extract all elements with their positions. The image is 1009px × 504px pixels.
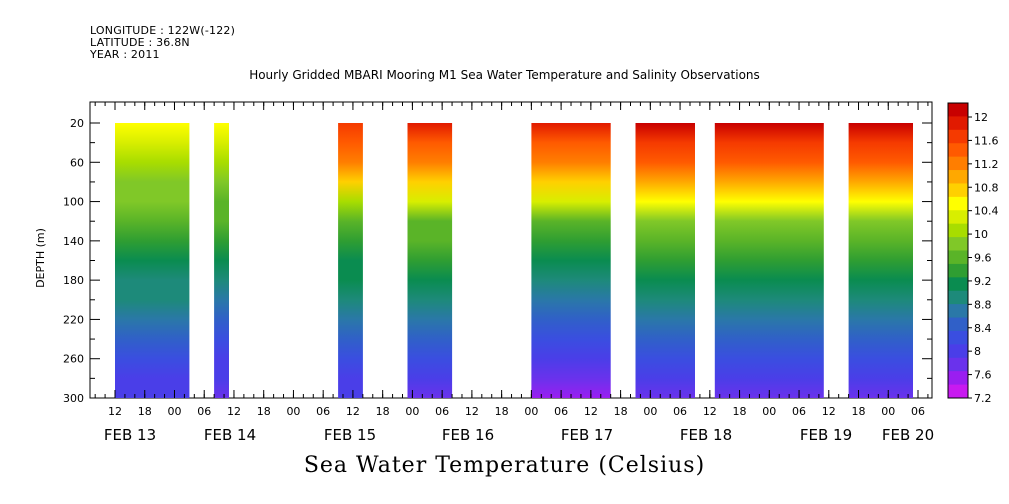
data-segment	[338, 123, 363, 398]
x-date-label: FEB 17	[561, 426, 613, 444]
x-tick-label: 18	[376, 405, 390, 418]
colorbar-label: 12	[974, 111, 988, 124]
colorbar-band	[948, 143, 968, 158]
colorbar-band	[948, 290, 968, 305]
x-tick-label: 18	[257, 405, 271, 418]
colorbar-label: 7.2	[974, 392, 992, 405]
x-tick-label: 12	[822, 405, 836, 418]
colorbar-band	[948, 237, 968, 251]
y-tick-label: 20	[70, 117, 84, 130]
colorbar-band	[948, 263, 968, 278]
y-tick-label: 180	[63, 274, 84, 287]
y-tick-label: 260	[63, 353, 84, 366]
x-date-label: FEB 16	[442, 426, 494, 444]
x-tick-label: 18	[733, 405, 747, 418]
x-date-label: FEB 18	[680, 426, 732, 444]
x-tick-label: 00	[167, 405, 181, 418]
data-segment	[635, 123, 695, 398]
x-tick-label: 12	[346, 405, 360, 418]
x-tick-label: 06	[792, 405, 806, 418]
y-tick-label: 300	[63, 392, 84, 405]
x-tick-label: 06	[554, 405, 568, 418]
x-date-label: FEB 13	[104, 426, 156, 444]
x-date-label: FEB 15	[324, 426, 376, 444]
colorbar-band	[948, 357, 968, 372]
colorbar-band	[948, 317, 968, 332]
x-tick-label: 06	[911, 405, 925, 418]
x-tick-label: 12	[108, 405, 122, 418]
colorbar-frame	[947, 102, 969, 399]
y-tick-label: 140	[63, 235, 84, 248]
y-tick-label: 100	[63, 196, 84, 209]
chart-title: Hourly Gridded MBARI Mooring M1 Sea Wate…	[249, 68, 760, 82]
colorbar-label: 11.6	[974, 134, 999, 147]
data-segment	[407, 123, 453, 398]
x-tick-label: 12	[584, 405, 598, 418]
colorbar-band	[948, 196, 968, 211]
colorbar-label: 11.2	[974, 158, 999, 171]
colorbar-band	[948, 103, 968, 117]
colorbar-label: 10.4	[974, 205, 999, 218]
x-tick-label: 06	[435, 405, 449, 418]
colorbar-title: Sea Water Temperature (Celsius)	[303, 453, 706, 478]
colorbar-label: 9.2	[974, 275, 992, 288]
colorbar-band	[948, 170, 968, 184]
colorbar-band	[948, 223, 968, 238]
longitude-label: LONGITUDE : 122W(-122)	[90, 24, 236, 37]
y-tick-label: 60	[70, 156, 84, 169]
year-label: YEAR : 2011	[90, 48, 160, 61]
x-date-label: FEB 19	[800, 426, 852, 444]
colorbar-band	[948, 344, 968, 359]
x-tick-label: 18	[852, 405, 866, 418]
colorbar-label: 7.6	[974, 369, 992, 382]
x-tick-label: 12	[465, 405, 479, 418]
colorbar-band	[948, 304, 968, 319]
latitude-label: LATITUDE : 36.8N	[90, 36, 190, 49]
x-axis: 12 18 00 06 12 18 00 06 12 18 00 06 12 18 00 06 12 18 00 06…	[94, 102, 934, 444]
colorbar-band	[948, 371, 968, 386]
y-axis: 20 60 100 140 180 220 260 300	[63, 117, 932, 405]
colorbar-band	[948, 129, 968, 144]
data-segments	[115, 123, 913, 398]
data-segment	[531, 123, 611, 398]
data-segment	[115, 123, 190, 398]
colorbar-label: 10	[974, 228, 988, 241]
data-segment	[214, 123, 229, 398]
x-tick-label: 18	[138, 405, 152, 418]
x-date-label: FEB 14	[204, 426, 256, 444]
colorbar-label: 8.8	[974, 298, 992, 311]
data-segment	[714, 123, 824, 398]
x-tick-label: 00	[405, 405, 419, 418]
colorbar-label: 8.4	[974, 322, 992, 335]
x-tick-label: 06	[316, 405, 330, 418]
colorbar: 12 11.6 11.2 10.8 10.4 10 9.6 9.2 8.8 8.4 8 7.6 7.2	[947, 102, 999, 405]
x-tick-label: 12	[703, 405, 717, 418]
colorbar-label: 10.8	[974, 181, 999, 194]
x-tick-label: 00	[881, 405, 895, 418]
x-tick-label: 00	[524, 405, 538, 418]
colorbar-band	[948, 156, 968, 171]
colorbar-band	[948, 277, 968, 292]
x-date-label: FEB 20	[882, 426, 934, 444]
x-tick-label: 18	[614, 405, 628, 418]
colorbar-label: 9.6	[974, 252, 992, 265]
colorbar-band	[948, 330, 968, 345]
x-tick-label: 06	[197, 405, 211, 418]
y-tick-label: 220	[63, 313, 84, 326]
colorbar-band	[948, 250, 968, 265]
x-tick-label: 18	[495, 405, 509, 418]
colorbar-band	[948, 183, 968, 198]
x-tick-label: 00	[643, 405, 657, 418]
x-tick-label: 12	[227, 405, 241, 418]
data-segment	[848, 123, 913, 398]
y-axis-label: DEPTH (m)	[34, 228, 47, 288]
colorbar-band	[948, 210, 968, 225]
x-tick-label: 06	[673, 405, 687, 418]
x-tick-label: 00	[286, 405, 300, 418]
x-tick-label: 00	[762, 405, 776, 418]
colorbar-band	[948, 116, 968, 131]
colorbar-band	[948, 384, 968, 399]
colorbar-label: 8	[974, 345, 981, 358]
